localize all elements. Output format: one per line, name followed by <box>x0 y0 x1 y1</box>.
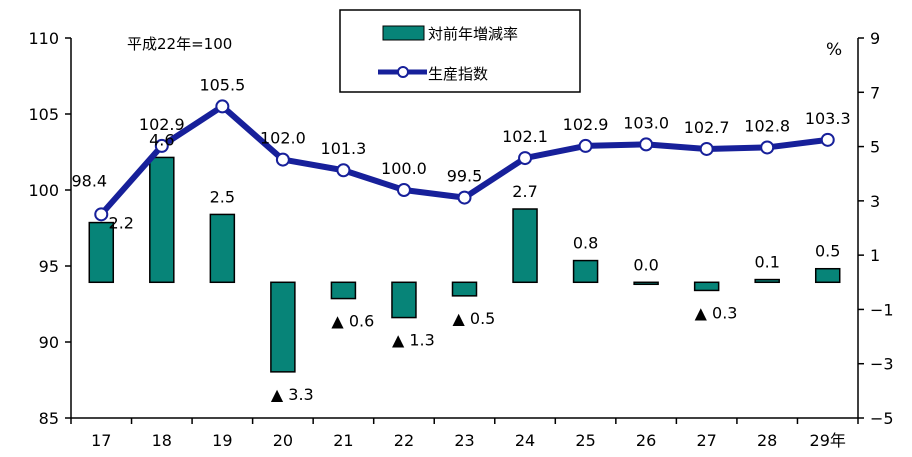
index-point <box>396 183 411 197</box>
x-tick-label: 24 <box>515 431 535 450</box>
bar-value-label: 2.5 <box>210 187 235 206</box>
x-tick-label: 23 <box>454 431 474 450</box>
line-value-label: 102.9 <box>563 115 609 134</box>
line-value-label: 103.3 <box>805 109 851 128</box>
bar-value-label: ▲ 0.3 <box>695 303 738 322</box>
line-value-label: 100.0 <box>381 159 427 178</box>
x-tick-label: 19 <box>212 431 232 450</box>
x-tick-label: 28 <box>757 431 777 450</box>
right-tick-label: 9 <box>870 29 880 48</box>
line-series <box>94 99 835 222</box>
x-tick-label: 27 <box>696 431 716 450</box>
x-tick-label: 18 <box>152 431 172 450</box>
base-note: 平成22年=100 <box>127 35 232 53</box>
bar-value-label: 0.1 <box>754 253 779 272</box>
bar <box>391 281 417 319</box>
index-point <box>215 99 230 114</box>
x-tick-label: 25 <box>575 431 595 450</box>
bar <box>451 281 478 297</box>
index-point <box>275 152 290 167</box>
line-value-label: 101.3 <box>321 139 367 158</box>
bar <box>512 208 538 284</box>
right-tick-label: −3 <box>870 355 894 374</box>
line-value-label: 99.5 <box>447 167 483 186</box>
x-tick-label: 26 <box>636 431 656 450</box>
index-point <box>457 190 472 205</box>
index-point <box>639 137 654 152</box>
bar <box>209 213 236 284</box>
line-value-label: 103.0 <box>623 113 669 132</box>
index-point <box>820 132 835 147</box>
x-tick-label: 21 <box>333 431 353 450</box>
legend-box <box>339 9 581 93</box>
bar-value-label: 4.6 <box>149 130 174 149</box>
right-tick-label: 3 <box>870 192 880 211</box>
bar-value-label: 0.0 <box>633 255 658 274</box>
left-tick-label: 95 <box>39 257 59 276</box>
line-value-label: 98.4 <box>71 171 107 190</box>
index-point <box>154 138 169 153</box>
bar-value-label: 2.2 <box>109 214 134 233</box>
bar-value-label: ▲ 0.5 <box>453 309 496 328</box>
left-tick-label: 85 <box>39 409 59 428</box>
line-value-label: 102.9 <box>139 115 185 134</box>
legend-bar-swatch <box>382 25 425 41</box>
line-value-label: 102.1 <box>502 127 548 146</box>
bar <box>693 281 720 292</box>
legend-bar-label: 対前年増減率 <box>428 25 518 43</box>
bar-value-label: ▲ 0.6 <box>331 312 374 331</box>
bar <box>330 281 357 300</box>
bar-series <box>88 156 841 373</box>
right-axis-unit: % <box>826 40 842 60</box>
line-value-label: 102.0 <box>260 129 306 148</box>
bar <box>754 278 780 284</box>
line-value-label: 102.8 <box>744 116 790 135</box>
right-tick-label: 7 <box>870 83 880 102</box>
left-tick-label: 100 <box>28 181 59 200</box>
bar <box>814 267 841 284</box>
right-tick-label: 1 <box>870 246 880 265</box>
legend: 対前年増減率 生産指数 <box>339 9 581 93</box>
index-point <box>336 163 351 178</box>
data-labels: 2.2 4.6 2.5 ▲ 3.3 ▲ 0.6 ▲ 1.3 ▲ 0.5 2.7 0.8 0.0 ▲ … <box>71 75 850 403</box>
bar <box>633 281 659 286</box>
bar-value-label: 0.5 <box>815 242 840 261</box>
x-tick-label: 29年 <box>810 431 846 450</box>
bar <box>270 281 296 373</box>
bar-value-label: 0.8 <box>573 234 598 253</box>
index-point <box>518 151 533 166</box>
right-tick-label: −5 <box>870 409 894 428</box>
right-tick-label: −1 <box>870 300 894 319</box>
left-tick-label: 110 <box>28 29 59 48</box>
bar <box>88 221 115 284</box>
left-tick-label: 105 <box>28 105 59 124</box>
x-tick-label: 22 <box>394 431 414 450</box>
index-point <box>578 138 593 153</box>
legend-line-marker <box>397 66 409 78</box>
left-tick-label: 90 <box>39 333 59 352</box>
line-value-label: 105.5 <box>199 75 245 94</box>
bar-value-label: ▲ 3.3 <box>271 385 314 404</box>
axes: 85 90 95 100 105 110 −5 −3 −1 1 3 5 7 9 17 18 19 20 21 22 23… <box>28 29 893 450</box>
legend-line-label: 生産指数 <box>428 65 488 83</box>
x-tick-label: 20 <box>273 431 293 450</box>
bar-value-label: 2.7 <box>512 182 537 201</box>
index-point <box>94 207 109 222</box>
index-point <box>699 141 714 156</box>
line-value-label: 102.7 <box>684 118 730 137</box>
bar <box>149 156 175 284</box>
x-tick-label: 17 <box>91 431 111 450</box>
index-point <box>760 140 775 155</box>
bar <box>572 259 599 284</box>
bar-value-label: ▲ 1.3 <box>392 331 435 350</box>
right-tick-label: 5 <box>870 138 880 157</box>
